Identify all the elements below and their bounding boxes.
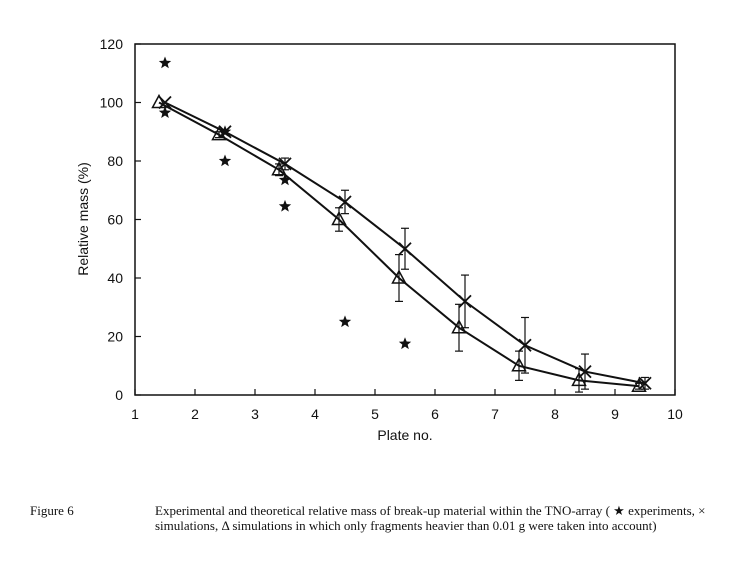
x-tick-label: 8	[551, 406, 559, 422]
x-tick-label: 10	[667, 406, 683, 422]
x-tick-label: 6	[431, 406, 439, 422]
x-tick-label: 5	[371, 406, 379, 422]
series-triangle	[151, 93, 647, 393]
experiment-star-point	[218, 154, 232, 167]
series-layer	[151, 56, 652, 393]
simulation-triangle-point	[391, 269, 407, 284]
y-tick-label: 80	[107, 153, 123, 169]
simulation-triangle-point	[631, 377, 647, 392]
y-tick-label: 100	[100, 95, 124, 111]
simulation-cross-point	[638, 376, 652, 390]
x-axis-label: Plate no.	[377, 427, 432, 443]
y-axis: 0 20 40 60 80 100 120	[100, 36, 141, 403]
caption-label: Figure 6	[30, 503, 74, 518]
y-tick-label: 20	[107, 329, 123, 345]
x-tick-label: 9	[611, 406, 619, 422]
simulation-cross-point	[398, 242, 412, 256]
experiment-star-point	[338, 315, 352, 328]
experiment-star-point	[398, 337, 412, 350]
simulation-triangle-point	[211, 126, 227, 141]
x-tick-label: 7	[491, 406, 499, 422]
x-axis: 1 2 3 4 5 6 7 8 9 10	[131, 389, 683, 422]
simulation-cross-point	[518, 338, 532, 352]
chart: 0 20 40 60 80 100 120 1 2 3 4 5 6 7 8 9 10 Plate no. Re…	[75, 36, 683, 443]
y-tick-label: 40	[107, 270, 123, 286]
simulation-triangle-point	[451, 319, 467, 334]
simulation-triangle-point	[571, 371, 587, 387]
simulation-cross-point	[338, 195, 352, 209]
x-tick-label: 1	[131, 406, 139, 422]
x-tick-label: 3	[251, 406, 259, 422]
y-tick-label: 120	[100, 36, 124, 52]
series-star	[158, 56, 412, 350]
y-tick-label: 60	[107, 212, 123, 228]
y-tick-label: 0	[115, 387, 123, 403]
simulation-triangle-point	[271, 161, 287, 176]
x-tick-label: 4	[311, 406, 319, 422]
experiment-star-point	[278, 199, 292, 212]
caption-text: Experimental and theoretical relative ma…	[155, 503, 706, 533]
simulation-cross-point	[458, 294, 472, 309]
y-axis-label: Relative mass (%)	[75, 162, 91, 276]
simulation-triangle-point	[511, 357, 527, 372]
experiment-star-point	[278, 173, 292, 186]
simulation-triangle-point	[151, 93, 167, 109]
experiment-star-point	[158, 56, 172, 69]
x-tick-label: 2	[191, 406, 199, 422]
experiment-star-point	[158, 106, 172, 118]
simulation-triangle-point	[331, 210, 347, 226]
